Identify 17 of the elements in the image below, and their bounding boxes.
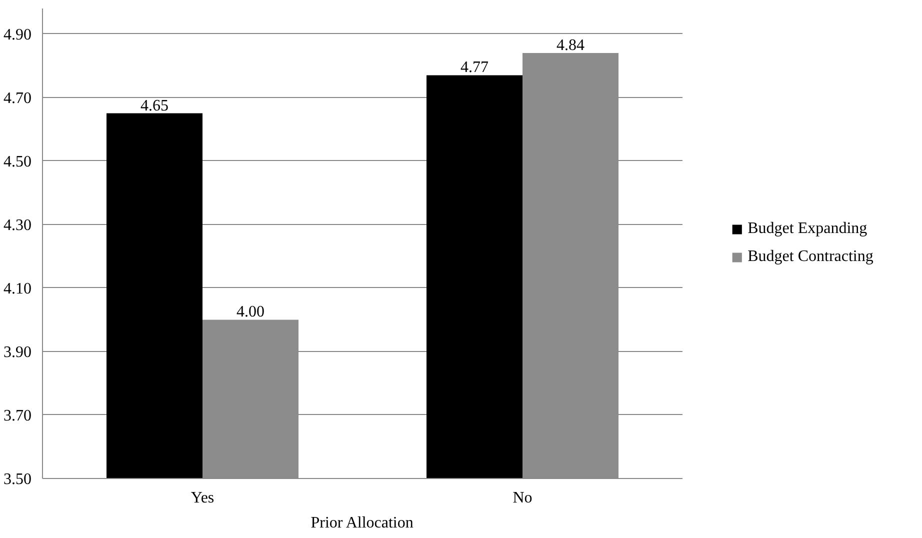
y-tick-label: 3.50 xyxy=(4,471,32,488)
x-tick-label: Yes xyxy=(190,490,214,506)
y-tick-label: 4.10 xyxy=(4,280,32,298)
text: 4.77 xyxy=(460,59,488,76)
text: 4.00 xyxy=(236,304,264,321)
y-tick-label: 3.90 xyxy=(4,344,32,361)
y-tick-label: 4.70 xyxy=(4,90,32,107)
text: 4.65 xyxy=(140,97,168,114)
legend-label: Budget Contracting xyxy=(748,248,874,266)
x-tick-label: No xyxy=(512,490,532,506)
y-tick-label: 4.50 xyxy=(4,153,32,170)
text: 4.84 xyxy=(556,36,584,54)
y-tick-label: 3.70 xyxy=(4,407,32,424)
y-tick-label: 4.30 xyxy=(4,216,32,234)
y-tick-label: 4.90 xyxy=(4,26,32,44)
x-axis-title: Prior Allocation xyxy=(310,514,414,532)
legend-label: Budget Expanding xyxy=(748,220,868,238)
